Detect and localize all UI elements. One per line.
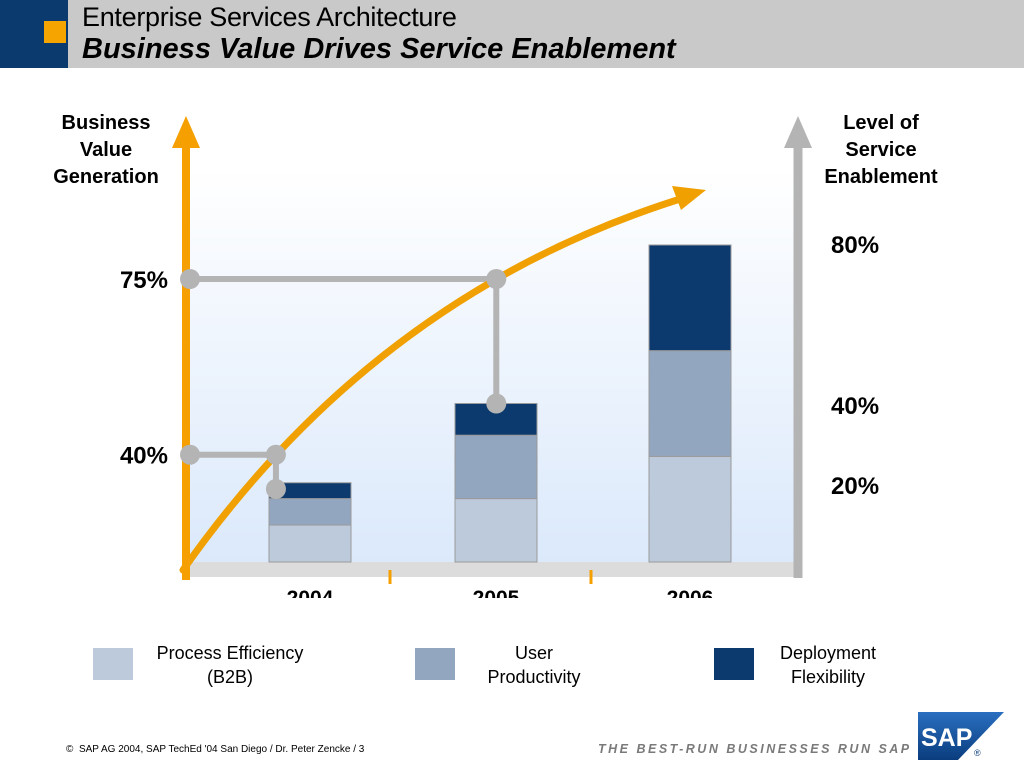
left-y-tick-label-75: 75% [120, 267, 168, 294]
connector-2005-dot-axis [180, 269, 200, 289]
business-value-curve-arrowhead [672, 186, 706, 210]
right-y-tick-label-80: 80% [831, 232, 879, 259]
connector-2004-dot-curve [265, 444, 286, 465]
right-y-tick-label-40: 40% [831, 393, 879, 420]
page-title: Enterprise Services Architecture [82, 2, 457, 32]
left-y-tick-label-40: 40% [120, 443, 168, 470]
header-bar [0, 0, 1024, 68]
bar-2006-user-productivity [648, 350, 732, 457]
left-y-axis-arrowhead [172, 116, 200, 148]
legend-label-deployment-flexibility: Deployment Flexibility [779, 643, 877, 687]
connector-2005-dot-curve [486, 269, 507, 289]
legend-label-user-productivity: User Productivity [487, 643, 581, 687]
right-axis-label-line-1: Level of [843, 112, 919, 134]
x-axis-band [183, 562, 800, 577]
business-value-curve [179, 192, 694, 574]
legend-label-process-efficiency: Process Efficiency (B2B) [156, 643, 304, 687]
footer-tagline: THE BEST-RUN BUSINESSES RUN SAP [598, 742, 912, 756]
x-tick-label-2004: 2004 [287, 587, 334, 598]
header-orange-square [44, 21, 66, 43]
chart: Business Value Generation Level of Servi… [53, 112, 938, 598]
sap-logo-text: SAP [921, 724, 972, 752]
x-tick-label-2006: 2006 [667, 587, 714, 598]
right-y-axis-arrowhead [784, 116, 812, 148]
left-axis-label-line-1: Business [62, 112, 151, 134]
copyright-symbol: © [66, 744, 74, 755]
connector-2005-dot-bar [486, 393, 507, 414]
sap-logo-registered-mark: ® [974, 748, 981, 758]
connector-2004-dot-axis [180, 444, 200, 465]
right-axis-label-line-3: Enablement [824, 166, 938, 188]
connector-2004-dot-bar [265, 479, 286, 499]
right-y-tick-label-20: 20% [831, 473, 879, 500]
footer-text: SAP AG 2004, SAP TechEd '04 San Diego / … [78, 744, 365, 755]
page-subtitle: Business Value Drives Service Enablement [82, 33, 676, 65]
bar-2004-user-productivity [268, 498, 352, 526]
right-axis-label-line-2: Service [845, 139, 916, 161]
legend-swatch-user-productivity [415, 648, 455, 680]
legend-swatch-process-efficiency [93, 648, 133, 680]
legend-swatch-deployment-flexibility [714, 648, 754, 680]
x-tick-label-2005: 2005 [473, 587, 520, 598]
left-axis-label-line-2: Value [80, 139, 132, 161]
bar-2005-process-efficiency-b2b [454, 498, 538, 563]
left-axis-label-line-3: Generation [53, 166, 159, 188]
bar-2005-user-productivity [454, 434, 538, 500]
bar-2004-process-efficiency-b2b [268, 524, 352, 563]
bar-2006-process-efficiency-b2b [648, 455, 732, 563]
footer-copyright: © SAP AG 2004, SAP TechEd '04 San Diego … [66, 744, 364, 755]
bar-2006-deployment-flexibility [648, 244, 732, 352]
sap-logo: SAP ® [918, 712, 1004, 760]
